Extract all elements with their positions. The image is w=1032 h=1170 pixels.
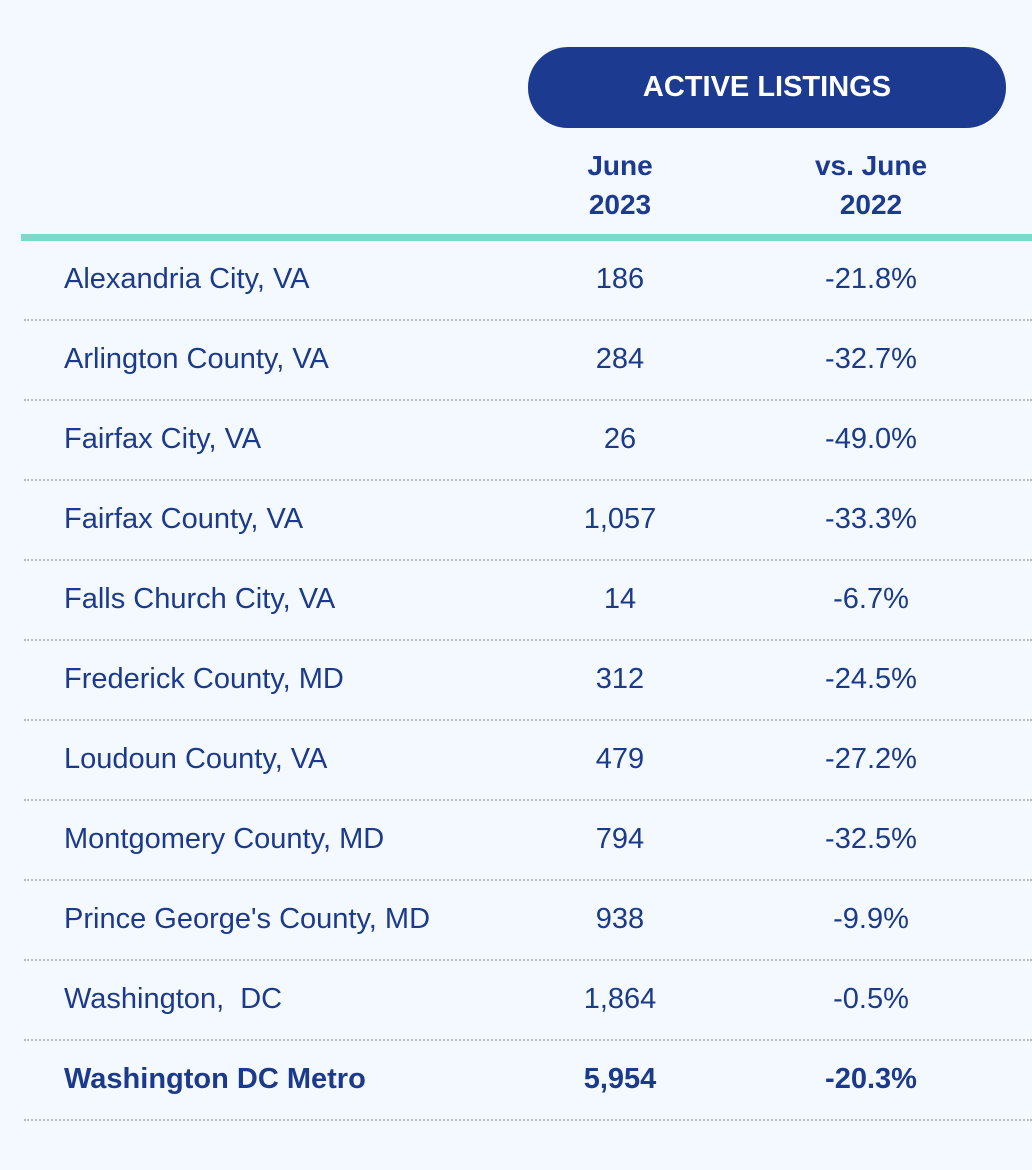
listings-table: Alexandria City, VA 186 -21.8% Arlington Co… — [0, 241, 1032, 1121]
table-row: Washington, DC 1,864 -0.5% — [24, 961, 1032, 1041]
table-row: Loudoun County, VA 479 -27.2% — [24, 721, 1032, 801]
column-header-june-2023-line1: June — [587, 150, 653, 181]
table-row: Fairfax County, VA 1,057 -33.3% — [24, 481, 1032, 561]
row-label: Arlington County, VA — [64, 343, 329, 375]
total-change-vs-june-2022: -20.3% — [825, 1063, 917, 1095]
column-header-vs-june-2022-line2: 2022 — [839, 189, 903, 220]
change-vs-june-2022: -24.5% — [825, 663, 917, 695]
total-row-label: Washington DC Metro — [64, 1063, 366, 1095]
active-listings-june-2023: 26 — [603, 423, 637, 455]
row-label: Falls Church City, VA — [64, 583, 336, 615]
active-listings-june-2023: 312 — [595, 663, 645, 695]
row-label: Fairfax City, VA — [64, 423, 262, 455]
header-divider — [21, 234, 1032, 241]
active-listings-header: ACTIVE LISTINGS — [528, 47, 1006, 128]
active-listings-label: ACTIVE LISTINGS — [642, 71, 892, 103]
active-listings-june-2023: 284 — [595, 343, 645, 375]
change-vs-june-2022: -27.2% — [825, 743, 917, 775]
row-label: Washington, DC — [64, 983, 283, 1015]
change-vs-june-2022: -32.5% — [825, 823, 917, 855]
active-listings-june-2023: 479 — [595, 743, 645, 775]
total-row: Washington DC Metro 5,954 -20.3% — [24, 1041, 1032, 1121]
total-active-listings-june-2023: 5,954 — [583, 1063, 657, 1095]
table-row: Falls Church City, VA 14 -6.7% — [24, 561, 1032, 641]
column-header-vs-june-2022-line1: vs. June — [814, 150, 928, 181]
row-label: Prince George's County, MD — [64, 903, 431, 935]
row-label: Frederick County, MD — [64, 663, 344, 695]
active-listings-june-2023: 14 — [603, 583, 637, 615]
change-vs-june-2022: -0.5% — [833, 983, 909, 1015]
table-row: Alexandria City, VA 186 -21.8% — [24, 241, 1032, 321]
column-header-vs-june-2022: vs. June 2022 — [771, 146, 971, 224]
active-listings-june-2023: 186 — [595, 263, 645, 295]
change-vs-june-2022: -9.9% — [833, 903, 909, 935]
change-vs-june-2022: -6.7% — [833, 583, 909, 615]
column-header-june-2023: June 2023 — [520, 146, 720, 224]
change-vs-june-2022: -21.8% — [825, 263, 917, 295]
change-vs-june-2022: -33.3% — [825, 503, 917, 535]
column-header-june-2023-line2: 2023 — [588, 189, 652, 220]
table-row: Frederick County, MD 312 -24.5% — [24, 641, 1032, 721]
table-row: Montgomery County, MD 794 -32.5% — [24, 801, 1032, 881]
active-listings-june-2023: 1,864 — [583, 983, 657, 1015]
row-label: Alexandria City, VA — [64, 263, 310, 295]
active-listings-june-2023: 1,057 — [583, 503, 657, 535]
row-label: Fairfax County, VA — [64, 503, 304, 535]
table-row: Arlington County, VA 284 -32.7% — [24, 321, 1032, 401]
change-vs-june-2022: -32.7% — [825, 343, 917, 375]
change-vs-june-2022: -49.0% — [825, 423, 917, 455]
row-label: Montgomery County, MD — [64, 823, 385, 855]
table-row: Prince George's County, MD 938 -9.9% — [24, 881, 1032, 961]
table-row: Fairfax City, VA 26 -49.0% — [24, 401, 1032, 481]
row-label: Loudoun County, VA — [64, 743, 328, 775]
active-listings-june-2023: 938 — [595, 903, 645, 935]
active-listings-june-2023: 794 — [595, 823, 645, 855]
